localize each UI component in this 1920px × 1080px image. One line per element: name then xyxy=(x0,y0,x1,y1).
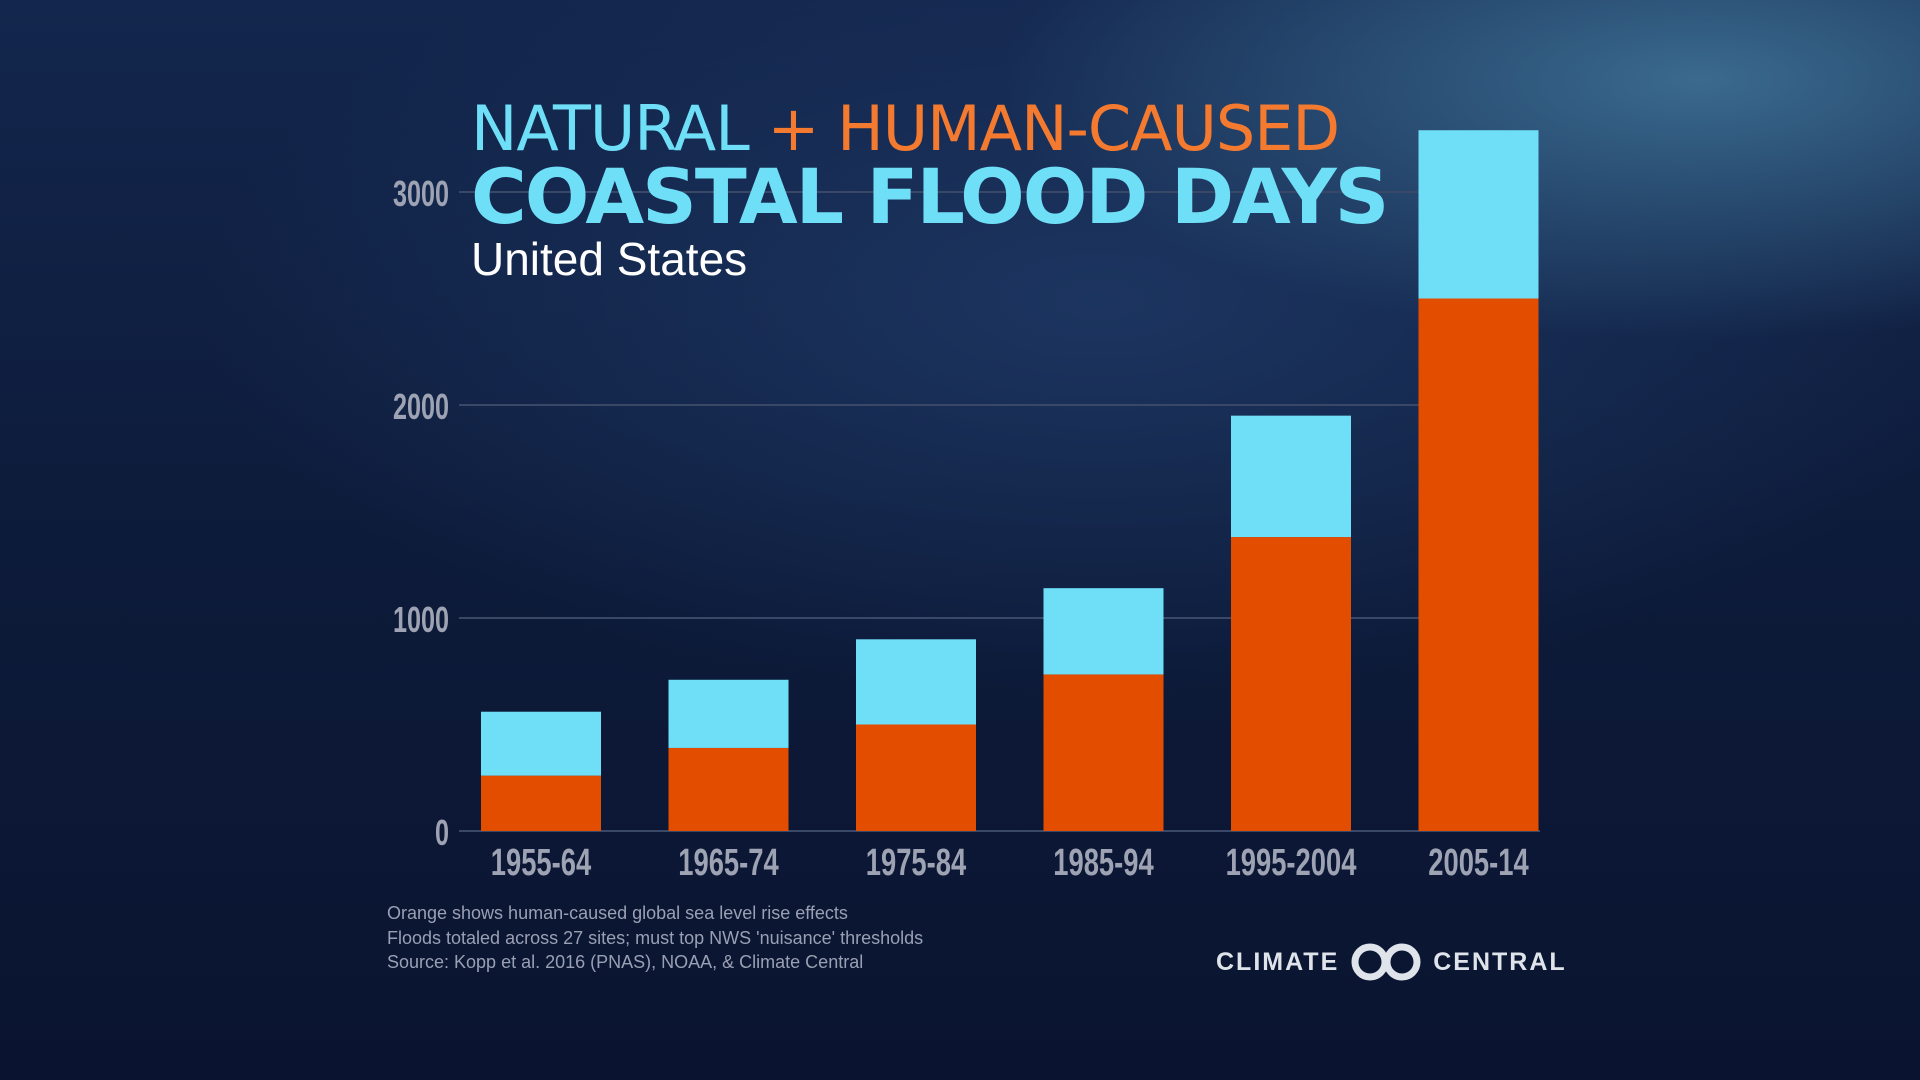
bar-natural xyxy=(668,679,789,748)
footnote: Source: Kopp et al. 2016 (PNAS), NOAA, &… xyxy=(387,952,864,972)
logo-text-right: CENTRAL xyxy=(1433,947,1567,976)
x-tick-label: 1965-74 xyxy=(678,842,779,884)
y-tick-label: 3000 xyxy=(393,174,449,215)
logo-rings-icon xyxy=(1351,943,1421,981)
bar-human xyxy=(1231,537,1351,831)
title-natural: NATURAL xyxy=(471,92,750,165)
bar-human xyxy=(1418,298,1539,831)
chart-title: COASTAL FLOOD DAYS xyxy=(471,152,1389,241)
title-line-1: NATURAL + HUMAN-CAUSED xyxy=(471,92,1340,165)
y-tick-label: 1000 xyxy=(393,600,449,641)
y-tick-label: 2000 xyxy=(393,387,449,428)
y-tick-label: 0 xyxy=(435,813,449,854)
footnotes: Orange shows human-caused global sea lev… xyxy=(387,901,923,975)
footnote: Orange shows human-caused global sea lev… xyxy=(387,903,848,923)
x-tick-label: 1975-84 xyxy=(866,842,967,884)
bar-natural xyxy=(1418,130,1539,299)
chart-subtitle: United States xyxy=(471,233,748,285)
bar-human xyxy=(668,747,789,831)
bar-natural xyxy=(856,639,976,725)
title-human-caused: HUMAN-CAUSED xyxy=(837,92,1340,165)
bar-human xyxy=(856,724,976,831)
climate-central-logo: CLIMATE CENTRAL xyxy=(1216,942,1567,982)
title-plus: + xyxy=(767,92,819,165)
x-tick-label: 1955-64 xyxy=(491,842,592,884)
x-tick-label: 1995-2004 xyxy=(1226,842,1357,884)
bar-human xyxy=(481,775,601,831)
bar-natural xyxy=(481,711,601,776)
logo-text-left: CLIMATE xyxy=(1216,947,1340,976)
bar-human xyxy=(1043,674,1164,831)
x-tick-label: 2005-14 xyxy=(1428,842,1529,884)
bar-natural xyxy=(1043,588,1164,675)
footnote: Floods totaled across 27 sites; must top… xyxy=(387,927,924,948)
bar-natural xyxy=(1231,415,1351,538)
x-tick-label: 1985-94 xyxy=(1053,842,1154,884)
